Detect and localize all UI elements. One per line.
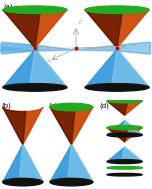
Polygon shape xyxy=(3,49,67,87)
Ellipse shape xyxy=(107,173,142,176)
Polygon shape xyxy=(85,49,149,87)
Ellipse shape xyxy=(107,125,142,130)
Ellipse shape xyxy=(3,84,67,91)
Polygon shape xyxy=(107,128,142,142)
Polygon shape xyxy=(122,147,142,162)
Polygon shape xyxy=(30,49,67,87)
Polygon shape xyxy=(112,49,149,87)
Polygon shape xyxy=(3,107,43,145)
Polygon shape xyxy=(107,101,142,115)
Polygon shape xyxy=(85,10,122,48)
Ellipse shape xyxy=(50,178,93,186)
Text: (c): (c) xyxy=(49,102,58,109)
Ellipse shape xyxy=(107,167,142,169)
Polygon shape xyxy=(0,45,38,49)
Ellipse shape xyxy=(85,84,149,91)
Polygon shape xyxy=(3,10,40,48)
Polygon shape xyxy=(68,145,93,182)
Polygon shape xyxy=(0,46,38,50)
Polygon shape xyxy=(107,128,127,142)
Ellipse shape xyxy=(3,6,67,14)
Polygon shape xyxy=(3,10,67,48)
Polygon shape xyxy=(2,42,150,54)
Text: $k_x$: $k_x$ xyxy=(131,41,138,50)
Polygon shape xyxy=(20,145,43,182)
Polygon shape xyxy=(50,107,93,145)
Polygon shape xyxy=(8,46,144,51)
Text: (d): (d) xyxy=(99,102,109,109)
Ellipse shape xyxy=(107,160,142,164)
Polygon shape xyxy=(122,121,142,135)
Text: (a): (a) xyxy=(4,3,14,9)
Polygon shape xyxy=(0,44,38,48)
Ellipse shape xyxy=(107,99,142,103)
Text: $E$: $E$ xyxy=(78,18,83,26)
Polygon shape xyxy=(107,101,127,115)
Ellipse shape xyxy=(3,178,43,186)
Polygon shape xyxy=(50,107,75,145)
Text: $k_y$: $k_y$ xyxy=(46,57,52,67)
Polygon shape xyxy=(0,48,38,53)
Ellipse shape xyxy=(50,103,93,111)
Polygon shape xyxy=(85,10,149,48)
Polygon shape xyxy=(3,145,43,182)
Text: (b): (b) xyxy=(1,102,11,109)
Polygon shape xyxy=(107,147,142,162)
Polygon shape xyxy=(50,145,93,182)
Polygon shape xyxy=(0,47,38,51)
Ellipse shape xyxy=(107,133,142,137)
Polygon shape xyxy=(3,107,26,145)
Polygon shape xyxy=(107,121,142,135)
Ellipse shape xyxy=(85,6,149,14)
